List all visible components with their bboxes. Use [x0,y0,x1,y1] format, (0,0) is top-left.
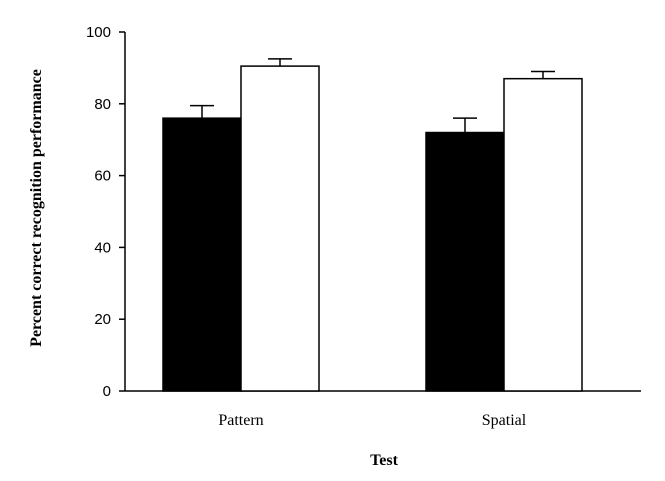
y-tick-label: 80 [94,96,111,113]
y-tick-label: 20 [94,311,111,328]
category-label-pattern: Pattern [218,412,263,429]
x-axis-title: Test [370,452,399,469]
error-bars [190,58,555,133]
bar-pattern-2 [240,65,320,392]
bar-spatial-2 [503,77,583,392]
y-tick-label: 0 [103,383,111,400]
y-tick-label: 40 [94,239,111,256]
category-label-spatial: Spatial [482,412,527,429]
bar-pattern-1 [162,117,242,392]
y-axis-title: Percent correct recognition performance [28,69,45,347]
bars [162,65,583,392]
y-tick-label: 100 [86,24,111,41]
category-labels: Pattern Spatial [218,412,526,429]
y-ticks: 0 20 40 60 80 100 [86,24,125,400]
y-tick-label: 60 [94,168,111,185]
bar-spatial-1 [425,131,505,392]
